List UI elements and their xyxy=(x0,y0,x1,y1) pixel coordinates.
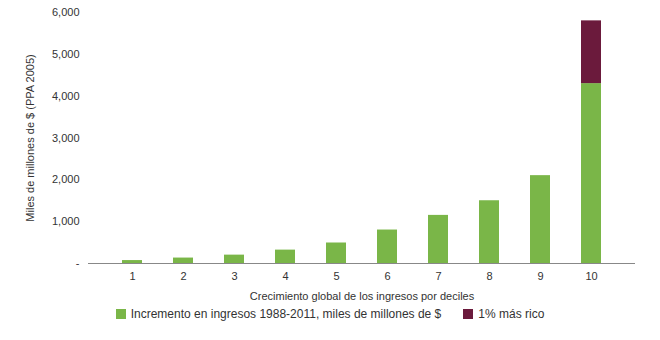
svg-text:2,000: 2,000 xyxy=(52,173,80,185)
html-text:1% más rico: 1% más rico xyxy=(478,307,545,321)
svg-text:3: 3 xyxy=(231,270,237,282)
svg-text:1: 1 xyxy=(129,270,135,282)
svg-text:6: 6 xyxy=(384,270,390,282)
svg-text:4: 4 xyxy=(282,270,288,282)
svg-text:Crecimiento global de los ingr: Crecimiento global de los ingresos por d… xyxy=(250,290,475,302)
svg-text:10: 10 xyxy=(585,270,597,282)
svg-text:Miles de millones de $ (PPA 20: Miles de millones de $ (PPA 2005) xyxy=(24,54,36,221)
svg-text:1,000: 1,000 xyxy=(52,215,80,227)
svg-text:4,000: 4,000 xyxy=(52,90,80,102)
svg-text:3,000: 3,000 xyxy=(52,132,80,144)
svg-text:9: 9 xyxy=(537,270,543,282)
svg-text:2: 2 xyxy=(180,270,186,282)
svg-text:6,000: 6,000 xyxy=(52,6,80,18)
svg-text:5: 5 xyxy=(333,270,339,282)
html-text:Incremento en ingresos 1988-20: Incremento en ingresos 1988-2011, miles … xyxy=(130,307,442,321)
svg-text:-: - xyxy=(76,257,80,269)
svg-text:7: 7 xyxy=(435,270,441,282)
svg-text:8: 8 xyxy=(486,270,492,282)
svg-text:5,000: 5,000 xyxy=(52,48,80,60)
